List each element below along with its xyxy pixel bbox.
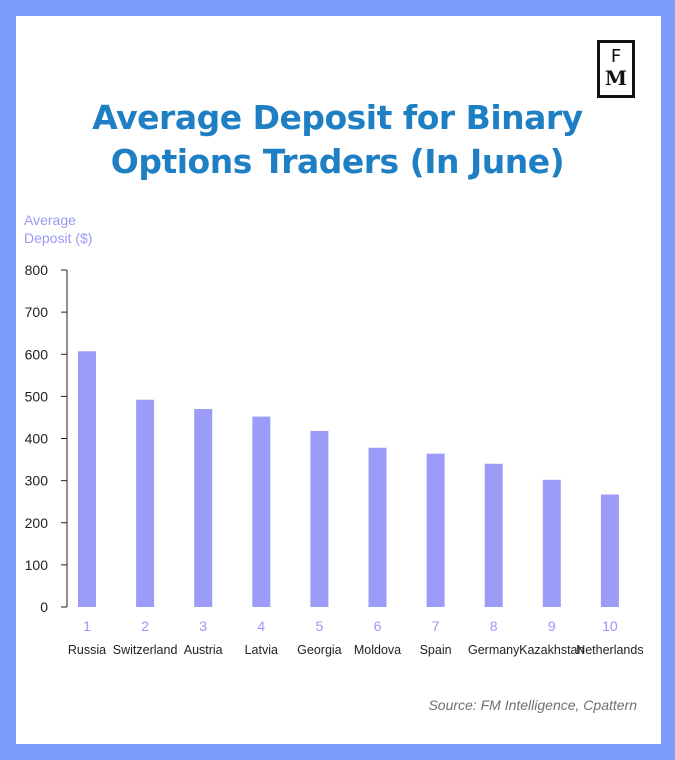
y-tick-label: 500 [25, 388, 49, 404]
bar [252, 416, 271, 607]
chart-title-line-1: Average Deposit for Binary [92, 98, 583, 137]
x-category-label: Latvia [245, 643, 278, 657]
x-category-label: Netherlands [576, 643, 643, 657]
logo-letter-f: F [610, 46, 622, 67]
bar [368, 447, 387, 607]
bar [426, 453, 445, 607]
bar [194, 409, 213, 607]
fm-logo: F M [597, 40, 635, 98]
chart-card [16, 16, 661, 744]
x-category-label: Switzerland [113, 643, 178, 657]
y-axis-label-line-1: Average [24, 212, 76, 228]
y-tick-label: 0 [40, 599, 48, 615]
x-category-label: Georgia [297, 643, 342, 657]
y-tick-label: 600 [25, 346, 49, 362]
x-category-label: Germany [468, 643, 520, 657]
y-tick-label: 800 [25, 262, 49, 278]
x-index-label: 9 [548, 618, 556, 634]
x-index-label: 2 [141, 618, 149, 634]
bar [542, 479, 561, 607]
chart-title: Average Deposit for Binary Options Trade… [0, 96, 675, 184]
bar [136, 399, 155, 607]
y-axis-label: Average Deposit ($) [24, 211, 92, 247]
x-category-label: Kazakhstan [519, 643, 584, 657]
y-tick-label: 400 [25, 431, 49, 447]
x-index-label: 7 [432, 618, 440, 634]
x-index-label: 4 [257, 618, 265, 634]
y-tick-label: 100 [25, 557, 49, 573]
y-tick-label: 300 [25, 473, 49, 489]
y-tick-label: 200 [25, 515, 49, 531]
source-note: Source: FM Intelligence, Cpattern [428, 697, 637, 713]
x-category-label: Spain [420, 643, 452, 657]
bar [310, 430, 329, 607]
x-category-label: Moldova [354, 643, 401, 657]
bar [78, 351, 96, 607]
x-category-label: Austria [184, 643, 223, 657]
bar [484, 463, 503, 607]
y-axis-label-line-2: Deposit ($) [24, 230, 93, 246]
bar [600, 494, 619, 607]
x-index-label: 8 [490, 618, 498, 634]
y-tick-label: 700 [25, 304, 49, 320]
chart-title-line-2: Options Traders (In June) [110, 142, 565, 181]
x-index-label: 6 [374, 618, 382, 634]
x-category-label: Russia [68, 643, 106, 657]
logo-letter-m: M [604, 66, 628, 90]
x-index-label: 1 [83, 618, 91, 634]
x-index-label: 10 [602, 618, 618, 634]
x-index-label: 5 [316, 618, 324, 634]
x-index-label: 3 [199, 618, 207, 634]
